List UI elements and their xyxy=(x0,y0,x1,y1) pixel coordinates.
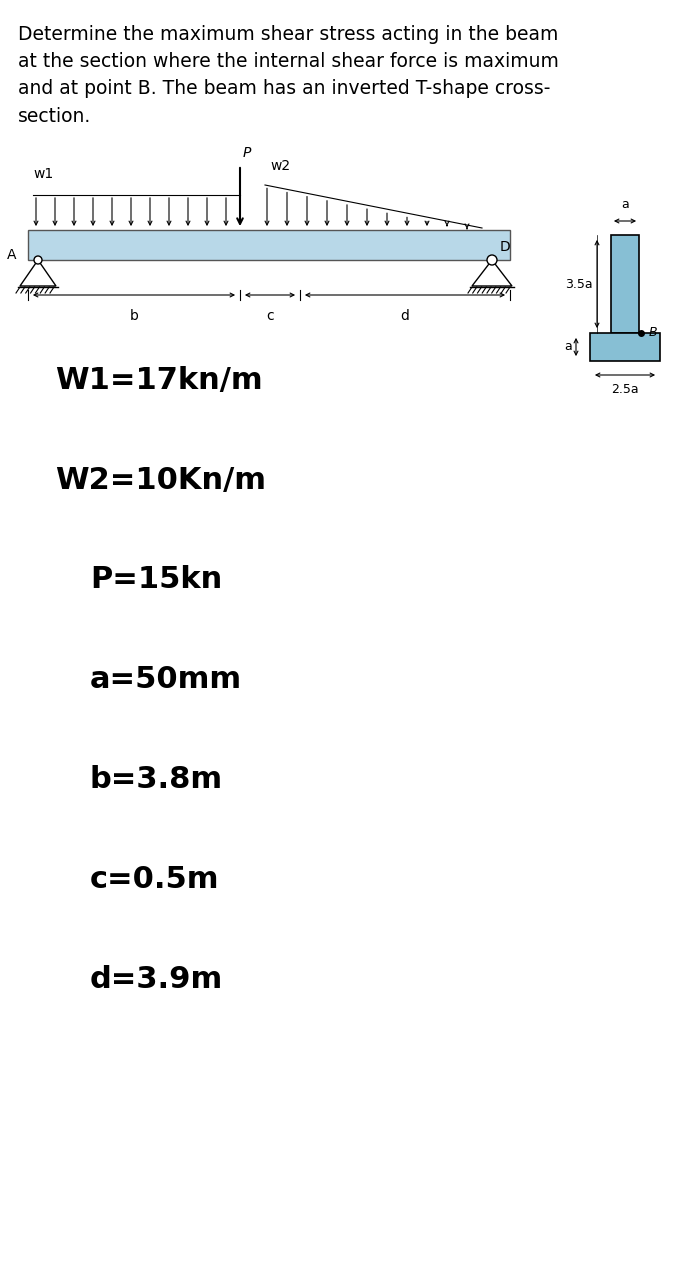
Text: 3.5a: 3.5a xyxy=(565,278,593,291)
Text: D: D xyxy=(500,241,511,253)
Text: a: a xyxy=(621,198,629,211)
Bar xyxy=(590,333,660,361)
Text: W1=17kn/m: W1=17kn/m xyxy=(55,366,262,394)
Text: W2=10Kn/m: W2=10Kn/m xyxy=(55,466,266,494)
Text: P=15kn: P=15kn xyxy=(90,566,222,594)
Text: b: b xyxy=(130,308,138,323)
Text: d: d xyxy=(401,308,410,323)
Polygon shape xyxy=(472,260,512,285)
Text: w1: w1 xyxy=(33,166,53,180)
Text: 2.5a: 2.5a xyxy=(611,383,639,396)
Text: A: A xyxy=(6,248,16,262)
Circle shape xyxy=(34,256,42,264)
Bar xyxy=(611,236,639,333)
Text: d=3.9m: d=3.9m xyxy=(90,965,223,995)
Text: b=3.8m: b=3.8m xyxy=(90,765,223,795)
Text: a=50mm: a=50mm xyxy=(90,666,242,695)
Polygon shape xyxy=(20,260,56,285)
Text: c=0.5m: c=0.5m xyxy=(90,865,219,895)
Text: a: a xyxy=(564,340,572,353)
Text: P: P xyxy=(243,146,251,160)
Text: w2: w2 xyxy=(270,159,290,173)
Text: B: B xyxy=(649,326,658,339)
Text: Determine the maximum shear stress acting in the beam
at the section where the i: Determine the maximum shear stress actin… xyxy=(18,26,559,125)
Bar xyxy=(28,230,510,260)
Text: c: c xyxy=(266,308,274,323)
Circle shape xyxy=(487,255,497,265)
